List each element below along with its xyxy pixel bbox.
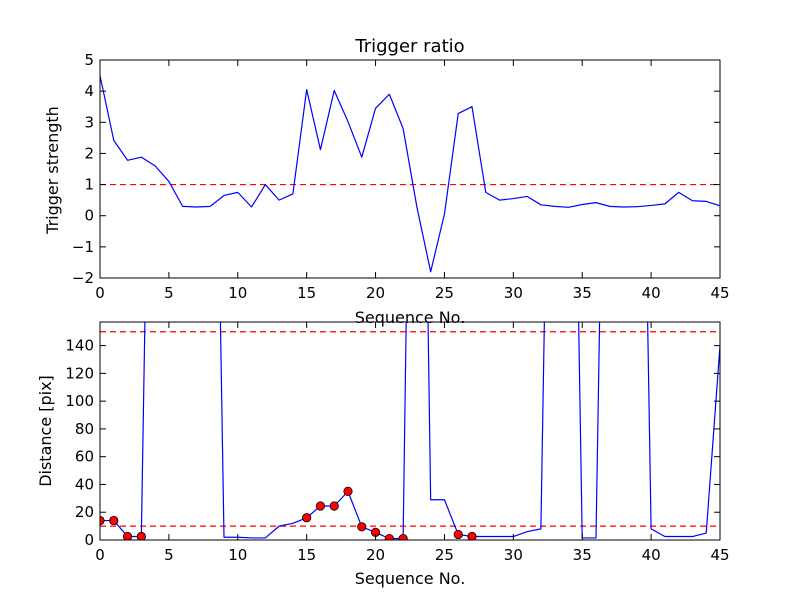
- data-layer: [100, 75, 720, 273]
- x-tick-label: 40: [642, 284, 661, 302]
- x-tick-label: 35: [573, 284, 592, 302]
- y-tick-label: 2: [84, 144, 94, 162]
- y-tick-label: 80: [75, 420, 94, 438]
- data-point: [122, 531, 133, 540]
- y-axis-label: Distance [pix]: [36, 375, 55, 487]
- y-tick-label: 120: [65, 364, 94, 382]
- data-point: [302, 513, 312, 523]
- x-tick-label: 40: [642, 546, 661, 564]
- y-tick-label: −2: [72, 269, 94, 287]
- y-tick-label: 4: [84, 82, 94, 100]
- y-tick-label: 40: [75, 475, 94, 493]
- data-point: [384, 534, 394, 540]
- x-tick-label: 0: [95, 284, 105, 302]
- x-tick-label: 30: [504, 284, 523, 302]
- data-point: [329, 501, 339, 511]
- distance-chart: 0 5 10 15 20 25 30 35 40 45 0 20 40 60 80 100 120 140 Seq…: [36, 321, 730, 588]
- y-tick-label: −1: [72, 238, 94, 256]
- y-tick-label: 1: [84, 176, 94, 194]
- data-point: [357, 522, 367, 532]
- data-point: [343, 486, 353, 497]
- x-axis-label: Sequence No.: [355, 308, 466, 327]
- y-tick-label: 20: [75, 503, 94, 521]
- data-layer: [100, 322, 720, 540]
- x-tick-label: 5: [164, 546, 174, 564]
- y-tick-label: 100: [65, 392, 94, 410]
- y-tick-label: 60: [75, 448, 94, 466]
- x-tick-label: 20: [366, 546, 385, 564]
- x-tick-label: 25: [435, 284, 454, 302]
- y-axis-label: Trigger strength: [43, 106, 62, 235]
- data-point: [109, 515, 119, 526]
- chart-title: Trigger ratio: [354, 36, 464, 57]
- y-tick-label: 3: [84, 113, 94, 131]
- x-axis-label: Sequence No.: [355, 569, 466, 588]
- axes-frame: [99, 321, 721, 541]
- axes-frame: [99, 59, 721, 279]
- data-point: [467, 531, 477, 540]
- y-tick-label: 0: [84, 207, 94, 225]
- x-tick-label: 0: [95, 546, 105, 564]
- x-tick-label: 15: [297, 284, 316, 302]
- y-tick-label: 0: [84, 531, 94, 549]
- x-tick-label: 10: [228, 284, 247, 302]
- x-tick-label: 35: [573, 546, 592, 564]
- data-point: [136, 531, 146, 540]
- x-tick-label: 15: [297, 546, 316, 564]
- x-tick-label: 5: [164, 284, 174, 302]
- x-tick-label: 45: [710, 284, 729, 302]
- data-point: [453, 529, 463, 540]
- x-tick-label: 25: [435, 546, 454, 564]
- data-point: [315, 501, 326, 511]
- data-point: [398, 534, 408, 540]
- y-tick-label: 140: [65, 337, 94, 355]
- x-tick-label: 20: [366, 284, 385, 302]
- x-tick-label: 10: [228, 546, 247, 564]
- x-tick-label: 30: [504, 546, 523, 564]
- series-line: [100, 75, 720, 273]
- y-tick-label: 5: [84, 51, 94, 69]
- plot-area: 0 5 10 15 20 25 30 35 40 45 0 20 40 60 80 100 120 140: [65, 321, 730, 564]
- x-tick-label: 45: [710, 546, 729, 564]
